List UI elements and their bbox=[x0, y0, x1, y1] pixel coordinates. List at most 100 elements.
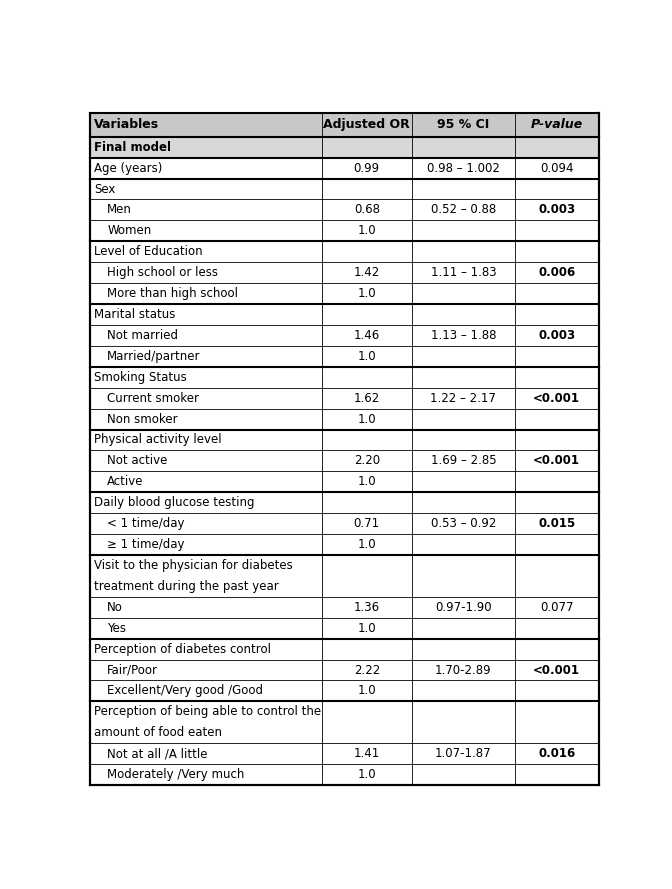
Bar bbox=[90, 618, 599, 638]
Text: Final model: Final model bbox=[94, 140, 171, 154]
Bar bbox=[90, 367, 599, 388]
Text: 1.46: 1.46 bbox=[353, 329, 380, 342]
Text: Visit to the physician for diabetes: Visit to the physician for diabetes bbox=[94, 559, 293, 572]
Text: 1.42: 1.42 bbox=[353, 266, 380, 279]
Text: Sex: Sex bbox=[94, 182, 116, 196]
Bar bbox=[90, 220, 599, 241]
Text: Smoking Status: Smoking Status bbox=[94, 371, 187, 384]
Text: 2.20: 2.20 bbox=[353, 454, 380, 468]
Bar bbox=[90, 451, 599, 471]
Bar bbox=[90, 493, 599, 513]
Text: 2.22: 2.22 bbox=[353, 663, 380, 677]
Text: 1.0: 1.0 bbox=[358, 768, 376, 781]
Text: 0.015: 0.015 bbox=[538, 517, 575, 530]
Bar bbox=[90, 765, 599, 785]
Text: 0.98 – 1.002: 0.98 – 1.002 bbox=[427, 162, 500, 174]
Text: 1.36: 1.36 bbox=[353, 601, 380, 613]
Text: 95 % CI: 95 % CI bbox=[437, 118, 489, 132]
Text: Age (years): Age (years) bbox=[94, 162, 163, 174]
Bar bbox=[90, 513, 599, 534]
Text: 0.094: 0.094 bbox=[540, 162, 573, 174]
Text: 0.52 – 0.88: 0.52 – 0.88 bbox=[431, 204, 496, 216]
Text: 1.0: 1.0 bbox=[358, 350, 376, 363]
Text: 1.11 – 1.83: 1.11 – 1.83 bbox=[431, 266, 496, 279]
Bar bbox=[90, 555, 599, 597]
Bar bbox=[90, 471, 599, 493]
Text: < 1 time/day: < 1 time/day bbox=[108, 517, 185, 530]
Text: Active: Active bbox=[108, 476, 144, 488]
Text: 1.0: 1.0 bbox=[358, 412, 376, 426]
Text: 1.0: 1.0 bbox=[358, 476, 376, 488]
Text: treatment during the past year: treatment during the past year bbox=[94, 580, 279, 593]
Text: Yes: Yes bbox=[108, 621, 126, 635]
Text: Marital status: Marital status bbox=[94, 308, 175, 321]
Bar bbox=[90, 701, 599, 743]
Text: 1.62: 1.62 bbox=[353, 392, 380, 404]
Text: 0.68: 0.68 bbox=[353, 204, 380, 216]
Text: 1.0: 1.0 bbox=[358, 685, 376, 698]
Bar bbox=[90, 388, 599, 409]
Text: Moderately /Very much: Moderately /Very much bbox=[108, 768, 245, 781]
Text: 0.003: 0.003 bbox=[538, 329, 575, 342]
Text: No: No bbox=[108, 601, 123, 613]
Text: Not at all /A little: Not at all /A little bbox=[108, 747, 208, 760]
Bar bbox=[90, 346, 599, 367]
Text: 1.69 – 2.85: 1.69 – 2.85 bbox=[431, 454, 496, 468]
Bar bbox=[90, 157, 599, 179]
Text: Not active: Not active bbox=[108, 454, 167, 468]
Text: <0.001: <0.001 bbox=[533, 392, 580, 404]
Text: 0.97-1.90: 0.97-1.90 bbox=[435, 601, 492, 613]
Text: Excellent/Very good /Good: Excellent/Very good /Good bbox=[108, 685, 263, 698]
Bar bbox=[90, 743, 599, 765]
Bar bbox=[90, 241, 599, 262]
Text: 0.006: 0.006 bbox=[538, 266, 575, 279]
Text: Perception of being able to control the: Perception of being able to control the bbox=[94, 705, 321, 718]
Text: Women: Women bbox=[108, 224, 151, 237]
Text: 0.99: 0.99 bbox=[353, 162, 380, 174]
Text: 1.41: 1.41 bbox=[353, 747, 380, 760]
Bar bbox=[90, 179, 599, 199]
Text: Level of Education: Level of Education bbox=[94, 245, 203, 259]
Bar bbox=[90, 429, 599, 451]
Text: 0.003: 0.003 bbox=[538, 204, 575, 216]
Text: 1.0: 1.0 bbox=[358, 224, 376, 237]
Text: 1.22 – 2.17: 1.22 – 2.17 bbox=[431, 392, 497, 404]
Bar bbox=[90, 597, 599, 618]
Text: Adjusted OR: Adjusted OR bbox=[323, 118, 410, 132]
Bar bbox=[90, 680, 599, 701]
Bar bbox=[90, 199, 599, 220]
Text: Not married: Not married bbox=[108, 329, 178, 342]
Text: ≥ 1 time/day: ≥ 1 time/day bbox=[108, 538, 185, 551]
Text: 1.0: 1.0 bbox=[358, 621, 376, 635]
Text: More than high school: More than high school bbox=[108, 287, 239, 300]
Bar bbox=[90, 409, 599, 429]
Text: 1.0: 1.0 bbox=[358, 287, 376, 300]
Text: Daily blood glucose testing: Daily blood glucose testing bbox=[94, 496, 255, 509]
Text: High school or less: High school or less bbox=[108, 266, 218, 279]
Bar bbox=[90, 660, 599, 680]
Text: Variables: Variables bbox=[94, 118, 159, 132]
Text: Current smoker: Current smoker bbox=[108, 392, 200, 404]
Text: Physical activity level: Physical activity level bbox=[94, 434, 222, 446]
Text: Perception of diabetes control: Perception of diabetes control bbox=[94, 643, 271, 655]
Bar bbox=[90, 113, 599, 137]
Text: 0.53 – 0.92: 0.53 – 0.92 bbox=[431, 517, 496, 530]
Bar bbox=[90, 137, 599, 157]
Text: 1.07-1.87: 1.07-1.87 bbox=[435, 747, 492, 760]
Bar bbox=[90, 325, 599, 346]
Text: 0.016: 0.016 bbox=[538, 747, 575, 760]
Bar bbox=[90, 638, 599, 660]
Bar bbox=[90, 304, 599, 325]
Text: 0.077: 0.077 bbox=[540, 601, 573, 613]
Bar bbox=[90, 262, 599, 283]
Bar bbox=[90, 283, 599, 304]
Text: Fair/Poor: Fair/Poor bbox=[108, 663, 158, 677]
Text: 1.70-2.89: 1.70-2.89 bbox=[435, 663, 492, 677]
Text: <0.001: <0.001 bbox=[533, 663, 580, 677]
Text: Men: Men bbox=[108, 204, 132, 216]
Text: Married/partner: Married/partner bbox=[108, 350, 201, 363]
Text: amount of food eaten: amount of food eaten bbox=[94, 726, 222, 740]
Text: P-value: P-value bbox=[530, 118, 583, 132]
Bar bbox=[90, 534, 599, 555]
Text: Non smoker: Non smoker bbox=[108, 412, 178, 426]
